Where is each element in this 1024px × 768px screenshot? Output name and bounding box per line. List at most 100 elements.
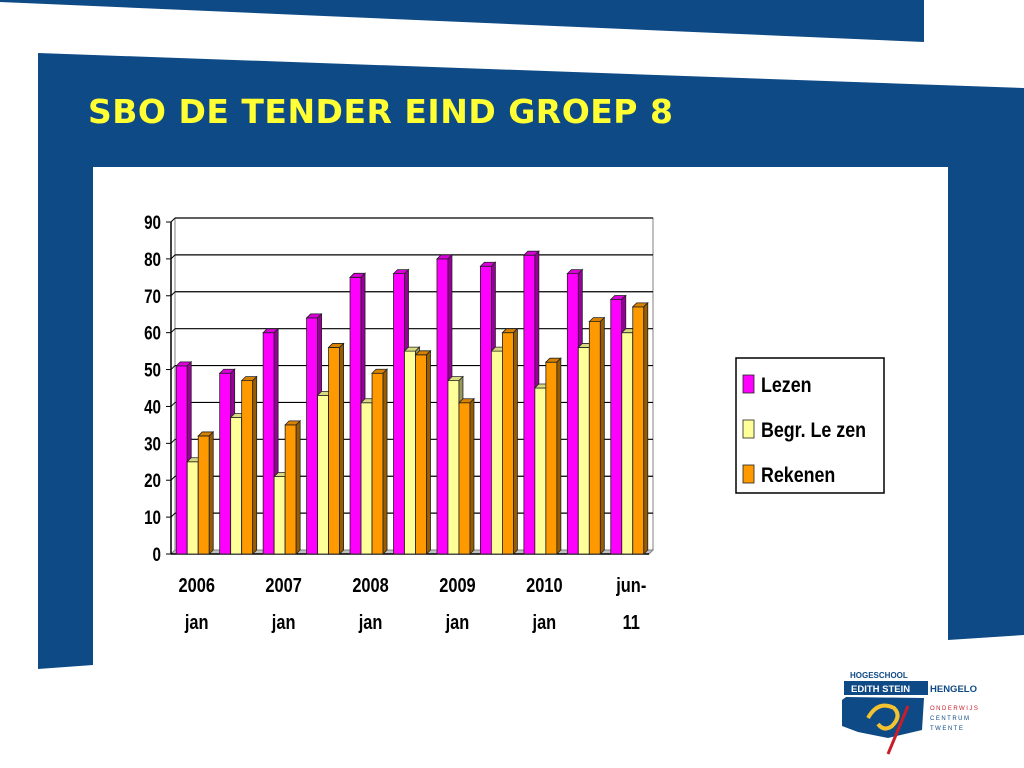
logo-sub-line2: CENTRUM	[930, 716, 971, 722]
x-label-line1: 2008	[352, 573, 388, 596]
y-tick-label: 0	[153, 543, 161, 565]
bar-rekenen	[241, 380, 254, 555]
bar-rekenen	[632, 306, 645, 555]
x-label-line2: jan	[358, 610, 383, 633]
school-logo: HOGESCHOOL EDITH STEIN HENGELO ONDERWIJS…	[842, 671, 979, 755]
y-axis-ticks: 0 10 20 30 40 50 60 70 80 90	[144, 211, 171, 565]
bar-rekenen	[371, 372, 384, 555]
logo-city: HENGELO	[930, 684, 977, 695]
x-label-line1: 2007	[265, 573, 301, 596]
y-tick-label: 20	[144, 470, 161, 492]
x-label-line2: jan	[532, 610, 557, 633]
bar-begr-lezen	[317, 394, 329, 555]
gridline-diagonal	[170, 254, 176, 260]
bar-begr-lezen	[491, 350, 503, 555]
logo-sub-line3: TWENTE	[930, 726, 964, 732]
legend-item-lezen-label: Lezen	[761, 374, 812, 398]
x-axis-labels: 2006 jan 2007 jan 2008 jan 2009 jan 2010 jan jun- 1…	[179, 573, 647, 633]
y-tick-label: 80	[144, 248, 161, 270]
bar-begr-lezen	[534, 387, 547, 555]
legend-item-rekenen-label: Rekenen	[761, 464, 835, 488]
bar-lezen	[566, 273, 579, 555]
bars	[175, 250, 649, 555]
bar-lezen	[436, 258, 449, 555]
logo-emblem-shape	[842, 697, 924, 738]
x-label-line1: 2009	[439, 573, 475, 596]
gridline-diagonal	[170, 365, 176, 370]
bar-begr-lezen	[230, 417, 243, 555]
bar-begr-lezen	[273, 476, 286, 555]
bar-rekenen-side	[599, 316, 605, 555]
bar-rekenen-side	[339, 342, 344, 555]
y-tick-label: 40	[144, 396, 161, 418]
bar-rekenen	[284, 424, 297, 555]
bar-begr-lezen	[577, 347, 590, 555]
bar-rekenen	[197, 435, 210, 555]
bar-rekenen-side	[426, 349, 431, 555]
bar-lezen	[175, 365, 188, 555]
bar-lezen	[393, 273, 405, 555]
bar-rekenen	[458, 402, 471, 555]
bar-lezen	[610, 299, 623, 555]
gridline-diagonal	[170, 291, 176, 297]
y-tick-label: 10	[144, 506, 161, 528]
gridline-diagonal	[170, 328, 176, 334]
legend: Lezen Begr. Le zen Rekenen	[735, 357, 885, 494]
bar-lezen	[306, 317, 318, 555]
bar-rekenen-side	[252, 375, 258, 555]
bar-rekenen	[588, 321, 601, 555]
gridline-diagonal	[170, 475, 176, 481]
bar-begr-lezen	[447, 380, 460, 555]
y-tick-label: 50	[144, 359, 161, 381]
bar-begr-lezen	[621, 332, 634, 555]
bar-rekenen-side	[556, 357, 562, 555]
gridline-diagonal	[170, 512, 176, 518]
logo-emblem-red-stroke	[886, 705, 910, 755]
bar-rekenen-side	[513, 327, 518, 555]
legend-item-begr-lezen-swatch	[742, 419, 755, 439]
x-label-line1: 2006	[179, 573, 215, 596]
bar-rekenen-side	[382, 368, 388, 555]
bar-lezen	[262, 332, 275, 555]
x-label-line1: jun-	[615, 573, 646, 596]
gridline-diagonal	[170, 438, 176, 444]
bar-chart: 0 10 20 30 40 50 60 70 80 90 2006 jan 2007 jan 2008 ja…	[144, 211, 885, 633]
x-label-line1: 2010	[526, 573, 562, 596]
bar-rekenen	[502, 332, 514, 555]
bar-rekenen-side	[208, 430, 214, 555]
logo-school-line1: HOGESCHOOL	[850, 671, 908, 680]
y-tick-label: 60	[144, 322, 161, 344]
legend-box	[735, 357, 885, 494]
bar-rekenen	[415, 354, 427, 555]
y-tick-label: 70	[144, 285, 161, 307]
y-tick-label: 30	[144, 433, 161, 455]
logo-emblem-gold-swirl	[866, 703, 900, 731]
bar-rekenen	[328, 347, 340, 555]
bar-lezen	[349, 276, 362, 555]
legend-item-begr-lezen-label: Begr. Le zen	[761, 419, 866, 443]
bar-rekenen	[545, 361, 558, 555]
legend-item-rekenen-swatch	[742, 464, 755, 484]
slide-title: SBO DE TENDER EIND GROEP 8	[88, 92, 674, 131]
bar-begr-lezen	[404, 350, 416, 555]
chart-panel: 0 10 20 30 40 50 60 70 80 90 2006 jan 2007 jan 2008 ja…	[93, 167, 948, 665]
bar-rekenen-side	[295, 419, 301, 555]
bar-lezen	[523, 254, 536, 555]
logo-school-line2: EDITH STEIN	[851, 684, 910, 695]
x-label-line2: jan	[445, 610, 470, 633]
gridline-diagonal	[170, 217, 176, 223]
x-label-line2: jan	[271, 610, 296, 633]
bar-begr-lezen	[360, 402, 373, 555]
bar-begr-lezen	[186, 461, 199, 555]
x-label-line2: 11	[623, 610, 640, 633]
top-blue-band	[0, 0, 924, 42]
bar-rekenen-side	[469, 397, 475, 555]
bar-rekenen-side	[643, 301, 649, 555]
gridline-diagonal	[170, 402, 176, 407]
bar-lezen	[480, 265, 492, 555]
logo-sub-line1: ONDERWIJS	[930, 706, 979, 712]
logo-name-bar	[844, 681, 928, 695]
y-tick-label: 90	[144, 211, 161, 233]
x-label-line2: jan	[184, 610, 209, 633]
bar-lezen	[219, 372, 232, 555]
